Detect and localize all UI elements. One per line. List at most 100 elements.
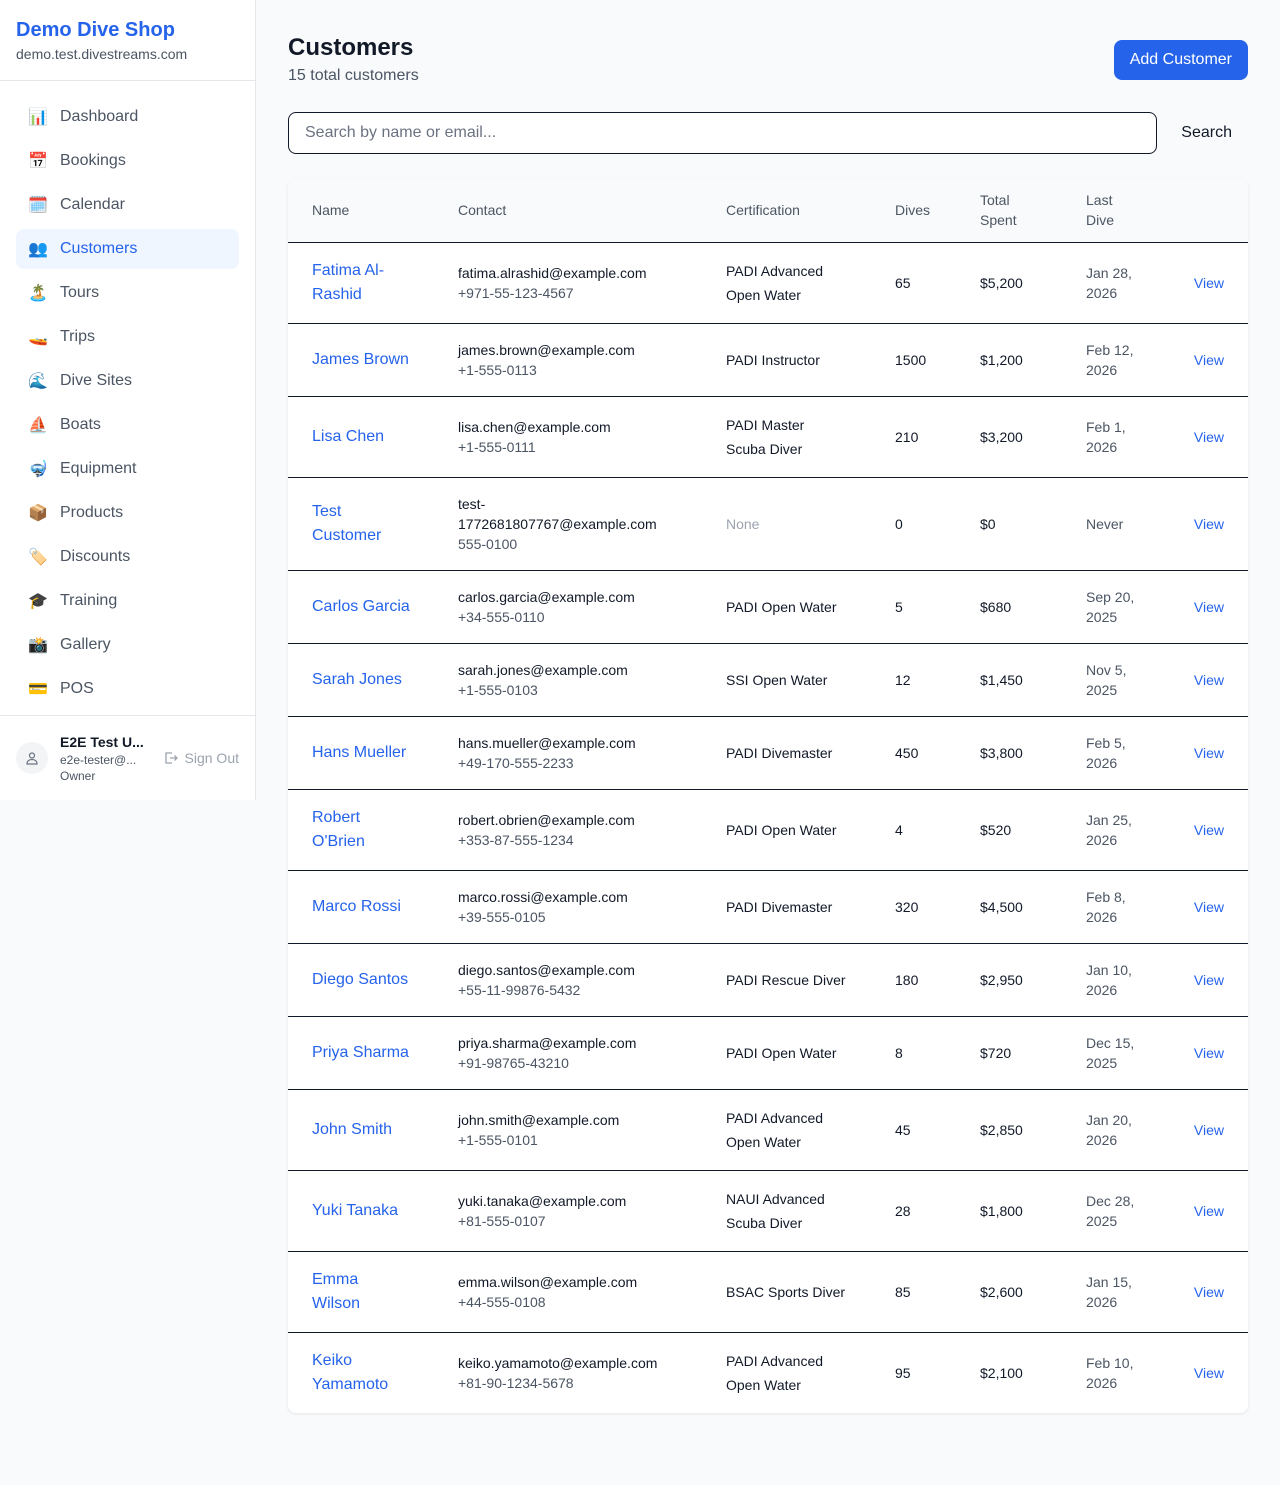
customer-dives: 4 (871, 789, 956, 871)
customer-certification: PADI Rescue Diver (726, 972, 846, 988)
customer-name-link[interactable]: James Brown (312, 351, 409, 368)
brand-domain: demo.test.divestreams.com (16, 46, 188, 62)
search-input[interactable] (288, 112, 1158, 154)
view-customer-link[interactable]: View (1167, 643, 1248, 717)
sidebar-item-dive-sites[interactable]: 🌊 Dive Sites (16, 361, 239, 401)
customer-name-link[interactable]: Keiko Yamamoto (312, 1352, 389, 1393)
sidebar-item-calendar[interactable]: 🗓️ Calendar (16, 185, 239, 225)
contact-cell: priya.sharma@example.com +91-98765-43210 (434, 1016, 702, 1090)
sidebar-item-equipment[interactable]: 🤿 Equipment (16, 449, 239, 489)
customer-name-link[interactable]: Sarah Jones (312, 671, 402, 688)
brand-title[interactable]: Demo Dive Shop (16, 19, 175, 41)
table-row: Keiko Yamamoto keiko.yamamoto@example.com… (288, 1333, 1248, 1414)
customer-name-link[interactable]: Yuki Tanaka (312, 1202, 398, 1219)
customer-name-link[interactable]: Carlos Garcia (312, 598, 410, 615)
customer-phone: +81-90-1234-5678 (458, 1375, 574, 1391)
sidebar-item-pos[interactable]: 💳 POS (16, 669, 239, 709)
table-row: Marco Rossi marco.rossi@example.com +39-55… (288, 870, 1248, 944)
customer-phone: +1-555-0111 (458, 439, 536, 455)
customer-total-spent: $2,950 (956, 943, 1062, 1017)
customer-email: marco.rossi@example.com (458, 889, 628, 905)
table-row: Test Customer test-1772681807767@example.… (288, 477, 1248, 571)
customer-certification: PADI Open Water (726, 1045, 837, 1061)
view-customer-link[interactable]: View (1167, 716, 1248, 790)
view-customer-link[interactable]: View (1167, 242, 1248, 324)
sidebar-item-dashboard[interactable]: 📊 Dashboard (16, 97, 239, 137)
user-avatar-icon (16, 742, 48, 774)
customer-total-spent: $520 (956, 789, 1062, 871)
name-cell: Emma Wilson (288, 1251, 434, 1333)
view-customer-link[interactable]: View (1193, 1365, 1224, 1381)
certification-cell: PADI Master Scuba Diver (702, 396, 871, 478)
certification-cell: SSI Open Water (702, 643, 871, 717)
name-cell: Carlos Garcia (288, 570, 434, 644)
customer-name-link[interactable]: Robert O'Brien (312, 809, 365, 850)
sidebar-item-discounts[interactable]: 🏷️ Discounts (16, 537, 239, 577)
view-customer-link[interactable]: View (1167, 396, 1248, 478)
customers-table-card: Name Contact Certification Dives Total Spent… (288, 178, 1248, 1413)
user-email: e2e-tester@... (60, 753, 137, 767)
table-row: Carlos Garcia carlos.garcia@example.com +3… (288, 570, 1248, 644)
customer-email: test-1772681807767@example.com (458, 496, 657, 532)
customer-dives: 28 (871, 1170, 956, 1252)
customer-name-link[interactable]: Lisa Chen (312, 428, 385, 445)
table-row: John Smith john.smith@example.com +1-555-0… (288, 1089, 1248, 1171)
sign-out-label: Sign Out (184, 750, 239, 766)
customer-name-link[interactable]: Marco Rossi (312, 898, 401, 915)
sidebar-item-products[interactable]: 📦 Products (16, 493, 239, 533)
customer-name-link[interactable]: Fatima Al-Rashid (312, 262, 385, 303)
view-customer-link[interactable]: View (1167, 1089, 1248, 1171)
sidebar-item-gallery[interactable]: 📸 Gallery (16, 625, 239, 665)
customer-name-link[interactable]: Priya Sharma (312, 1044, 409, 1061)
customer-phone: +1-555-0113 (458, 362, 537, 378)
name-cell: Lisa Chen (288, 396, 434, 478)
sidebar-item-trips[interactable]: 🚤 Trips (16, 317, 239, 357)
contact-cell: hans.mueller@example.com +49-170-555-2233 (434, 716, 702, 790)
customer-email: james.brown@example.com (458, 342, 635, 358)
customer-certification: NAUI Advanced Scuba Diver (726, 1191, 825, 1231)
view-customer-link[interactable]: View (1167, 1016, 1248, 1090)
view-customer-link[interactable]: View (1167, 789, 1248, 871)
sidebar-item-boats[interactable]: ⛵ Boats (16, 405, 239, 445)
customer-total-spent: $1,200 (956, 323, 1062, 397)
customer-name-link[interactable]: Emma Wilson (312, 1271, 361, 1312)
calendar-icon: 🗓️ (28, 197, 48, 214)
customer-dives: 12 (871, 643, 956, 717)
sidebar-item-label: Bookings (60, 152, 126, 169)
sidebar-item-label: Boats (60, 416, 101, 433)
view-customer-link[interactable]: View (1167, 477, 1248, 571)
add-customer-button[interactable]: Add Customer (1113, 40, 1248, 80)
name-cell: Test Customer (288, 477, 434, 571)
customer-total-spent: $3,200 (956, 396, 1062, 478)
certification-cell: None (702, 477, 871, 571)
certification-cell: PADI Open Water (702, 1016, 871, 1090)
view-customer-link[interactable]: View (1167, 323, 1248, 397)
sidebar-item-bookings[interactable]: 📅 Bookings (16, 141, 239, 181)
sidebar-item-customers[interactable]: 👥 Customers (16, 229, 239, 269)
view-customer-link[interactable]: View (1167, 943, 1248, 1017)
contact-cell: keiko.yamamoto@example.com +81-90-1234-56… (434, 1333, 702, 1414)
table-row: Sarah Jones sarah.jones@example.com +1-555… (288, 643, 1248, 717)
view-customer-link[interactable]: View (1167, 1170, 1248, 1252)
customer-certification: PADI Open Water (726, 822, 837, 838)
view-customer-link[interactable]: View (1167, 1251, 1248, 1333)
customer-name-link[interactable]: Diego Santos (312, 971, 409, 988)
customer-name-link[interactable]: John Smith (312, 1121, 393, 1138)
user-name: E2E Test U... (60, 734, 144, 750)
view-customer-link[interactable]: View (1167, 570, 1248, 644)
column-header-dives: Dives (871, 178, 956, 243)
customer-name-link[interactable]: Test Customer (312, 503, 382, 544)
customer-dives: 65 (871, 242, 956, 324)
view-customer-link[interactable]: View (1167, 870, 1248, 944)
customer-name-link[interactable]: Hans Mueller (312, 744, 407, 761)
certification-cell: NAUI Advanced Scuba Diver (702, 1170, 871, 1252)
sidebar-item-label: Tours (60, 284, 100, 301)
certification-cell: PADI Advanced Open Water (702, 1333, 871, 1414)
contact-cell: marco.rossi@example.com +39-555-0105 (434, 870, 702, 944)
sign-out-button[interactable]: Sign Out (163, 750, 239, 766)
certification-cell: PADI Advanced Open Water (702, 1089, 871, 1171)
search-button[interactable]: Search (1157, 124, 1248, 142)
sidebar-item-training[interactable]: 🎓 Training (16, 581, 239, 621)
sidebar-item-tours[interactable]: 🏝️ Tours (16, 273, 239, 313)
customer-last-dive: Jan 25, 2026 (1062, 789, 1167, 871)
